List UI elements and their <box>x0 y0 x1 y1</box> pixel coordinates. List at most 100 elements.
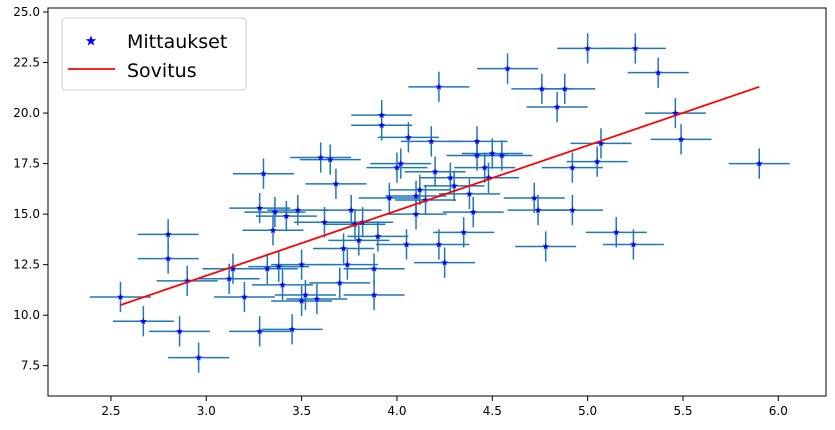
y-tick-label: 7.5 <box>21 359 40 373</box>
data-point <box>412 210 420 218</box>
data-point <box>612 228 620 236</box>
data-point <box>326 155 334 163</box>
data-point <box>336 279 344 286</box>
x-tick-label: 6.0 <box>769 404 788 418</box>
data-point <box>294 206 302 213</box>
data-point <box>450 182 458 189</box>
y-tick-label: 17.5 <box>13 157 40 171</box>
data-point <box>488 149 496 157</box>
y-axis-ticks: 7.5 10.0 12.5 15.0 17.5 20.0 22.5 25.0 <box>13 5 48 373</box>
data-point <box>473 137 481 145</box>
data-point <box>378 121 386 129</box>
data-point <box>229 265 237 272</box>
data-point <box>485 174 492 181</box>
data-point <box>313 295 321 302</box>
data-point <box>530 194 538 201</box>
data-point <box>183 277 191 284</box>
data-point <box>374 232 382 240</box>
legend-box <box>61 17 247 91</box>
x-tick-label: 3.0 <box>197 404 216 418</box>
x-tick-label: 4.5 <box>483 404 502 418</box>
data-point <box>263 265 271 272</box>
data-point <box>542 242 550 250</box>
data-point <box>370 265 378 272</box>
data-point <box>469 208 477 216</box>
data-point <box>671 109 679 116</box>
data-point <box>256 327 264 335</box>
data-point <box>435 240 443 248</box>
data-point <box>460 228 468 236</box>
data-point <box>441 259 449 266</box>
legend-entry-points: Mittaukset <box>85 31 227 53</box>
data-point <box>538 85 546 92</box>
data-point <box>435 83 443 90</box>
data-point <box>298 297 306 304</box>
data-point <box>347 206 355 213</box>
plot-frame <box>47 7 827 397</box>
data-point <box>568 206 576 213</box>
x-tick-label: 5.0 <box>578 404 597 418</box>
data-point <box>561 85 569 92</box>
data-point <box>422 196 429 203</box>
legend-entry-fit: Sovitus <box>68 60 197 82</box>
legend: Mittaukset Sovitus <box>61 17 247 91</box>
data-point <box>321 218 328 226</box>
data-point <box>351 220 359 228</box>
data-point <box>275 263 283 270</box>
legend-label-points: Mittaukset <box>127 31 227 53</box>
data-point <box>279 281 286 288</box>
y-tick-label: 25.0 <box>13 5 40 19</box>
fit-line-group <box>120 85 760 306</box>
data-point <box>256 204 264 211</box>
data-point <box>176 327 183 335</box>
data-point <box>534 206 542 213</box>
data-point <box>498 151 506 159</box>
data-point <box>260 170 267 177</box>
data-point <box>317 153 325 161</box>
data-point <box>164 230 172 238</box>
x-tick-label: 5.5 <box>673 404 692 418</box>
data-point <box>597 139 605 147</box>
data-point <box>553 103 561 110</box>
data-point <box>568 164 576 171</box>
data-point <box>269 226 277 234</box>
y-tick-label: 20.0 <box>13 106 40 120</box>
data-point <box>355 236 363 244</box>
data-point <box>271 208 279 216</box>
fit-line <box>120 85 760 306</box>
data-point <box>473 151 481 159</box>
data-point <box>412 192 420 199</box>
x-tick-label: 3.5 <box>292 404 311 418</box>
x-tick-label: 2.5 <box>101 404 120 418</box>
data-point <box>195 354 203 361</box>
data-point <box>385 194 393 201</box>
y-tick-label: 22.5 <box>13 56 40 70</box>
legend-label-fit: Sovitus <box>127 60 197 82</box>
data-point <box>755 160 763 167</box>
data-point <box>340 244 347 252</box>
data-point <box>654 69 662 76</box>
data-point <box>332 180 340 187</box>
data-point <box>288 325 296 333</box>
data-point <box>298 261 306 268</box>
legend-star-icon <box>85 35 97 46</box>
data-point <box>465 190 473 197</box>
data-point <box>397 160 405 167</box>
x-axis-ticks: 2.5 3.0 3.5 4.0 4.5 5.0 5.5 6.0 <box>101 396 788 418</box>
data-point <box>225 275 233 282</box>
data-point <box>403 240 410 248</box>
data-point <box>302 291 309 298</box>
data-point <box>504 65 511 72</box>
data-point <box>164 254 172 262</box>
data-point <box>416 186 424 193</box>
data-point <box>593 157 601 165</box>
data-point <box>481 164 489 171</box>
data-point <box>370 291 378 298</box>
data-point <box>631 44 639 52</box>
data-point <box>584 44 592 52</box>
data-point <box>393 164 401 171</box>
data-point <box>446 174 454 181</box>
data-point <box>378 111 386 119</box>
data-point <box>404 133 412 141</box>
